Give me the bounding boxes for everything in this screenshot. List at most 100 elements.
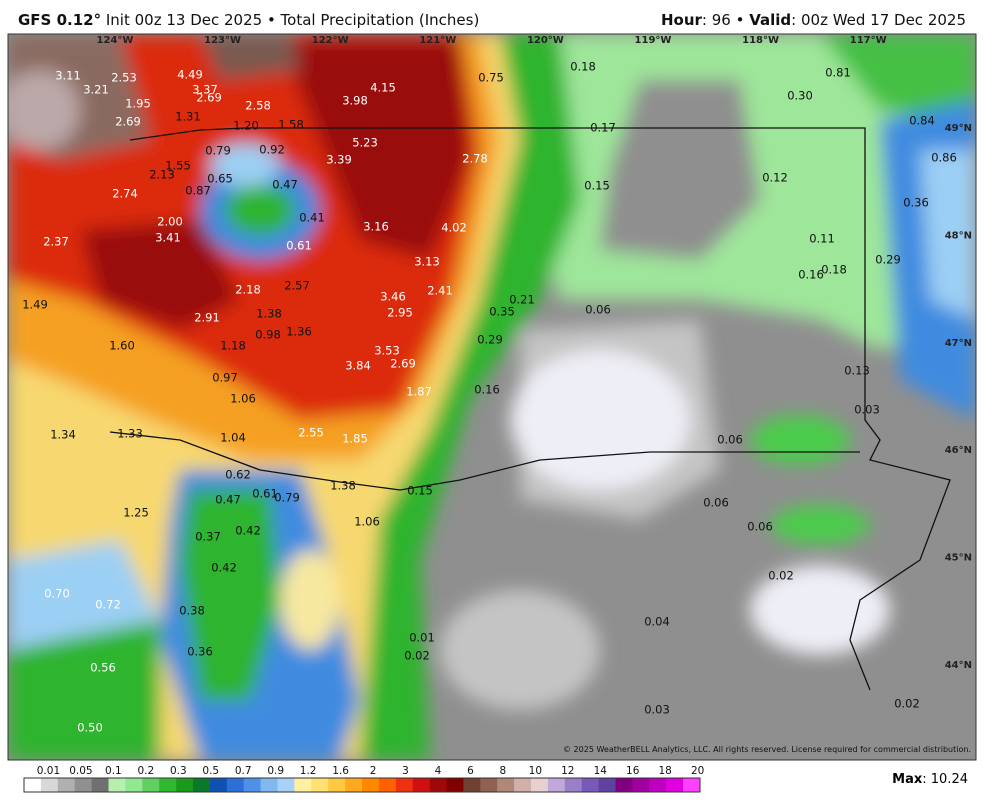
map-value: 1.25: [123, 506, 149, 520]
legend-swatch: [666, 778, 684, 792]
map-value: 0.79: [205, 144, 231, 158]
legend-label: 0.5: [202, 765, 219, 777]
legend-swatch: [40, 778, 59, 792]
legend-swatch: [193, 778, 211, 792]
precip-field: [8, 34, 976, 760]
map-value: 3.84: [345, 359, 371, 373]
map-value: 0.29: [875, 253, 901, 267]
map-value: 1.31: [175, 110, 201, 124]
map-value: 1.58: [278, 118, 304, 132]
max-label: Max: [892, 772, 923, 787]
map-value: 0.87: [185, 184, 211, 198]
legend-swatch: [480, 778, 498, 792]
map-value: 1.06: [354, 515, 380, 529]
legend-label: 2: [370, 765, 377, 777]
map-value: 2.69: [196, 91, 222, 105]
map-value: 3.46: [380, 290, 406, 304]
map-value: 1.18: [220, 339, 246, 353]
legend-swatch: [683, 778, 701, 792]
legend-swatch: [514, 778, 532, 792]
map-value: 0.02: [894, 697, 920, 711]
map-value: 3.39: [326, 153, 352, 167]
map-value: 0.06: [703, 496, 729, 510]
legend-swatch: [57, 778, 75, 792]
header-left: GFS 0.12° Init 00z 13 Dec 2025 • Total P…: [18, 11, 479, 29]
model: GFS 0.12°: [18, 11, 102, 29]
legend-label: 18: [659, 765, 672, 777]
map-value: 0.81: [825, 66, 851, 80]
longitude-label: 122°W: [312, 35, 349, 46]
legend-label: 14: [594, 765, 608, 777]
map-value: 5.23: [352, 136, 378, 150]
map-value: 0.92: [259, 143, 285, 157]
legend-label: 0.2: [137, 765, 154, 777]
longitude-label: 119°W: [635, 35, 672, 46]
legend-label: 20: [691, 765, 704, 777]
legend-swatch: [243, 778, 261, 792]
map-value: 0.16: [474, 383, 500, 397]
map-value: 0.03: [644, 703, 670, 717]
map-value: 0.56: [90, 661, 116, 675]
header-right: Hour: 96 • Valid: 00z Wed 17 Dec 2025: [661, 11, 966, 29]
map-value: 2.95: [387, 306, 413, 320]
legend-swatch: [598, 778, 616, 792]
map-value: 0.15: [407, 484, 433, 498]
map-value: 1.55: [165, 159, 191, 173]
map-value: 1.87: [406, 385, 432, 399]
legend-swatch: [277, 778, 295, 792]
legend-label: 0.05: [69, 765, 92, 777]
map-value: 0.47: [215, 493, 241, 507]
legend-swatch: [497, 778, 515, 792]
map-value: 0.50: [77, 721, 103, 735]
legend-frame: [23, 777, 701, 793]
longitude-label: 124°W: [97, 35, 134, 46]
legend-label: 0.01: [37, 765, 60, 777]
map-value: 0.36: [187, 645, 213, 659]
legend-swatch: [547, 778, 566, 792]
legend-swatch: [294, 778, 312, 792]
map-value: 2.69: [390, 357, 416, 371]
map-value: 0.36: [903, 196, 929, 210]
map-value: 2.69: [115, 115, 141, 129]
map-value: 0.29: [477, 333, 503, 347]
map-value: 0.47: [272, 178, 298, 192]
legend: 0.01 0.05 0.1 0.2 0.3 0.5 0.7 0.9 1.2 1.6 2 3 4 6 8 10 1…: [23, 765, 704, 793]
legend-label: 6: [467, 765, 474, 777]
latitude-label: 48°N: [945, 230, 972, 241]
longitude-label: 117°W: [850, 35, 887, 46]
map-value: 0.15: [584, 179, 610, 193]
map-value: 1.06: [230, 392, 256, 406]
valid-label: Valid: [749, 11, 792, 29]
legend-swatch: [260, 778, 278, 792]
legend-swatch: [463, 778, 481, 792]
legend-label: 16: [626, 765, 640, 777]
map-value: 1.49: [22, 298, 48, 312]
map-value: 0.35: [489, 305, 515, 319]
legend-swatch: [91, 778, 109, 792]
legend-swatch: [412, 778, 430, 792]
legend-swatch: [531, 778, 549, 792]
map-value: 0.42: [235, 524, 261, 538]
longitude-label: 118°W: [742, 35, 779, 46]
legend-swatch: [581, 778, 599, 792]
map-value: 2.74: [112, 187, 138, 201]
map-value: 2.55: [298, 426, 324, 440]
legend-swatch: [108, 778, 126, 792]
legend-swatch: [649, 778, 667, 792]
legend-label: 4: [435, 765, 442, 777]
copyright: © 2025 WeatherBELL Analytics, LLC. All r…: [563, 745, 971, 754]
legend-swatch: [362, 778, 380, 792]
map-value: 0.79: [274, 491, 300, 505]
map-value: 3.37: [192, 83, 218, 97]
legend-label: 0.7: [235, 765, 252, 777]
map-value: 0.84: [909, 114, 935, 128]
legend-swatch: [24, 778, 42, 792]
map-value: 2.37: [43, 235, 69, 249]
legend-swatch: [125, 778, 143, 792]
legend-label: 0.9: [267, 765, 284, 777]
map-value: 0.18: [570, 60, 596, 74]
legend-swatch: [74, 778, 92, 792]
map-value: 1.20: [233, 119, 259, 133]
